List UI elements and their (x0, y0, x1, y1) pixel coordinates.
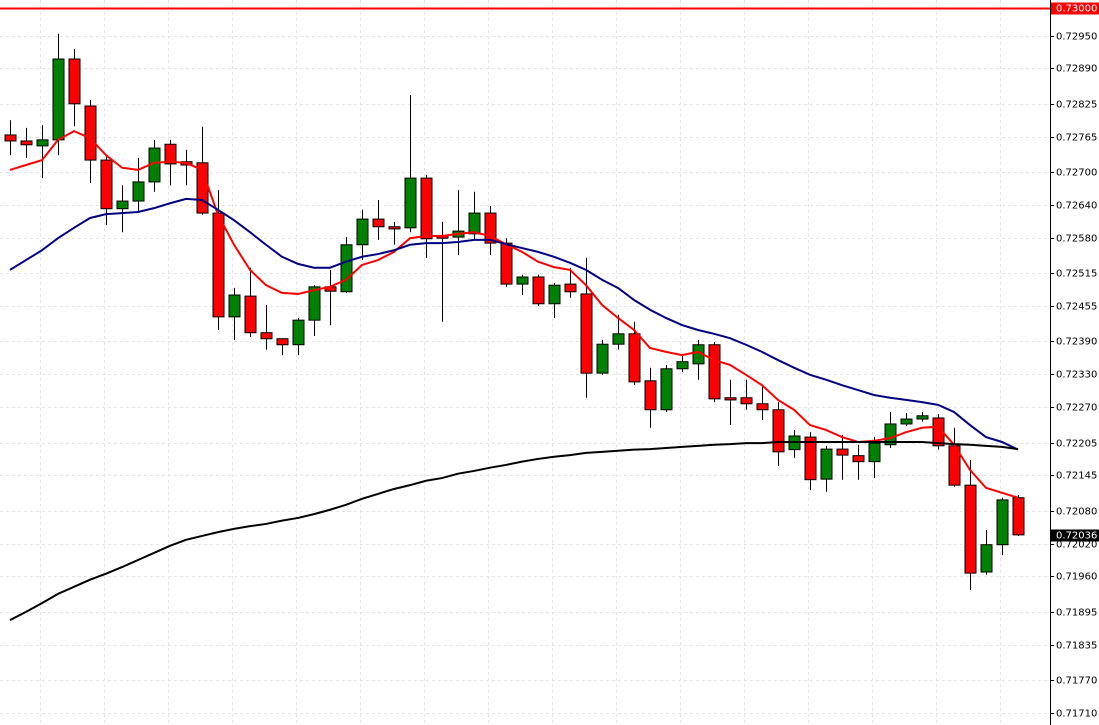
candle-body (404, 177, 417, 229)
y-tick-label: 0.72390 (1056, 337, 1097, 348)
candle-body (724, 397, 737, 401)
y-tick-label: 0.72640 (1056, 201, 1097, 212)
y-tick-label: 0.72765 (1056, 133, 1097, 144)
y-tick-label: 0.72270 (1056, 403, 1097, 414)
candle-body (356, 218, 369, 246)
candle-body (260, 332, 273, 340)
candle-body (884, 423, 897, 446)
candle-body (628, 333, 641, 383)
candle-body (340, 244, 353, 293)
candle-body (932, 417, 945, 447)
candle-body (660, 368, 673, 411)
candle-body (68, 58, 81, 105)
y-tick-label: 0.72700 (1056, 168, 1097, 179)
y-tick-label: 0.72455 (1056, 302, 1097, 313)
y-tick-label: 0.72890 (1056, 64, 1097, 75)
y-tick-label: 0.72080 (1056, 507, 1097, 518)
y-tick-label: 0.72515 (1056, 269, 1097, 280)
candle-body (756, 403, 769, 411)
candle-body (676, 361, 689, 370)
y-tick-label: 0.72580 (1056, 234, 1097, 245)
candle-body (516, 276, 529, 285)
candle-body (164, 143, 177, 165)
candle-body (580, 293, 593, 374)
candle-body (532, 276, 545, 305)
candle-body (308, 286, 321, 321)
candle-body (596, 343, 609, 374)
y-tick-label: 0.72825 (1056, 100, 1097, 111)
candle-body (980, 544, 993, 573)
candle-body (20, 140, 33, 146)
candle-body (388, 226, 401, 230)
moving-average-line (9, 440, 1019, 621)
candle-body (484, 212, 497, 244)
candle-body (820, 448, 833, 480)
candle-body (964, 484, 977, 574)
y-tick-label: 0.71895 (1056, 608, 1097, 619)
candle-body (644, 380, 657, 411)
candle-body (52, 58, 65, 141)
y-tick-label: 0.72330 (1056, 370, 1097, 381)
candle-body (612, 333, 625, 345)
candle-body (372, 218, 385, 228)
last-price-tag (1051, 529, 1099, 542)
candle-body (564, 283, 577, 293)
candle-body (500, 242, 513, 285)
y-tick-label: 0.71960 (1056, 572, 1097, 583)
price-level-label: 0.73000 (1056, 4, 1097, 15)
candle-body (292, 319, 305, 346)
moving-average-line (9, 130, 1019, 499)
candle-body (836, 448, 849, 456)
candle-body (420, 177, 433, 240)
y-tick-label: 0.72205 (1056, 439, 1097, 450)
candle-body (868, 442, 881, 463)
candle-body (276, 338, 289, 346)
candle-body (116, 200, 129, 210)
candle-body (804, 436, 817, 481)
y-tick-label: 0.72145 (1056, 471, 1097, 482)
candle-body (244, 295, 257, 334)
candle-body (132, 181, 145, 202)
moving-average-line (9, 197, 1019, 451)
price-level-tag (1051, 2, 1099, 15)
last-price-label: 0.72036 (1056, 531, 1097, 542)
candle-body (740, 397, 753, 405)
candle-body (228, 294, 241, 318)
candle-body (708, 344, 721, 400)
candle-body (900, 418, 913, 425)
candle-body (1012, 497, 1025, 536)
y-tick-label: 0.72020 (1056, 540, 1097, 551)
y-tick-label: 0.72950 (1056, 32, 1097, 43)
candle-body (84, 105, 97, 161)
candle-body (548, 284, 561, 305)
candle-body (36, 139, 49, 147)
candle-body (996, 499, 1009, 546)
candle-body (100, 159, 113, 210)
y-tick-label: 0.71835 (1056, 641, 1097, 652)
y-tick-label: 0.71770 (1056, 676, 1097, 687)
candle-body (772, 409, 785, 453)
candle-body (4, 134, 17, 142)
candle-body (852, 455, 865, 463)
y-tick-label: 0.71710 (1056, 709, 1097, 720)
candle-body (468, 212, 481, 235)
candle-body (212, 212, 225, 318)
candle-body (916, 415, 929, 420)
